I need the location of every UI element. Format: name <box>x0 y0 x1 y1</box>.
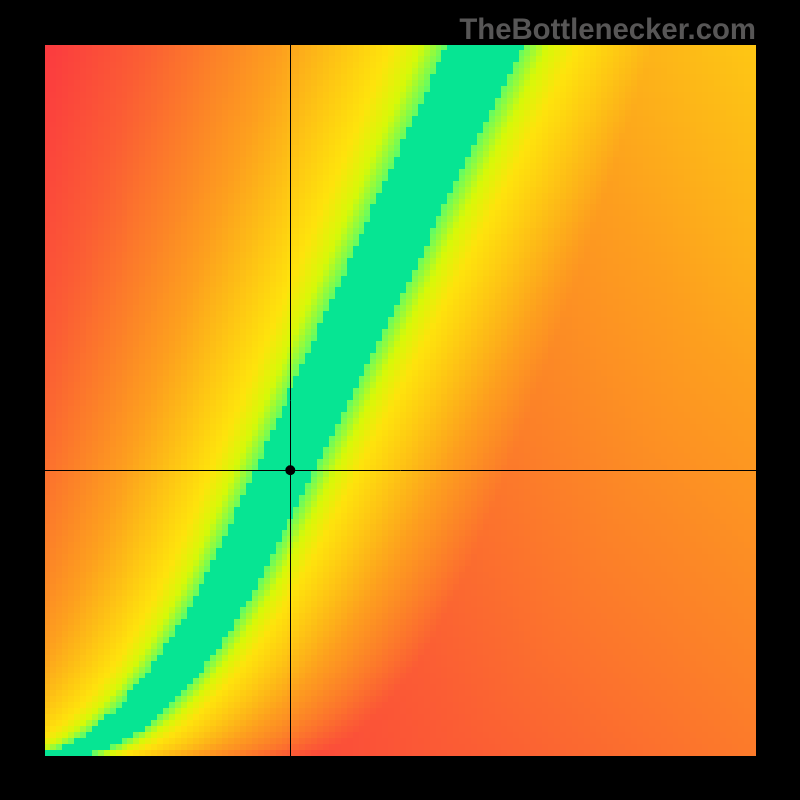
figure-container: TheBottlenecker.com <box>0 0 800 800</box>
watermark-text: TheBottlenecker.com <box>459 13 756 47</box>
bottleneck-heatmap <box>45 45 756 756</box>
